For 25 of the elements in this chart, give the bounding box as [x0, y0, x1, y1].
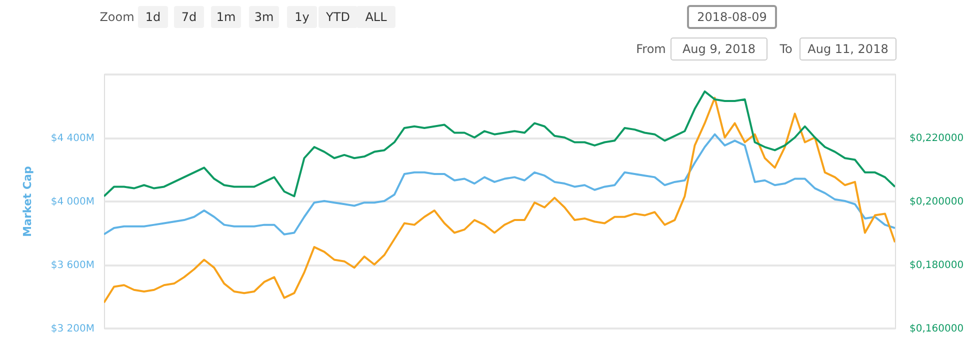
text: To [778, 42, 792, 56]
y2-tick-label: $0,220000 [910, 133, 964, 144]
text: Aug 11, 2018 [808, 42, 888, 56]
text: Aug 9, 2018 [682, 42, 756, 56]
text: Zoom [100, 10, 134, 24]
text: 3m [254, 10, 274, 24]
y-tick-label: $4 400M [50, 133, 94, 144]
text: YTD [325, 10, 350, 24]
text: ALL [365, 10, 388, 24]
y-tick-label: $3 600M [50, 260, 94, 271]
y-tick-label: $4 000M [50, 196, 94, 208]
text: 1m [216, 10, 236, 24]
text: 2018-08-09 [697, 10, 767, 24]
text: 1d [145, 10, 161, 24]
line-series [104, 133, 895, 236]
y-tick-label: $3 200M [50, 324, 94, 334]
y-axis-title: Market Cap [20, 166, 34, 237]
y2-tick-label: $0,180000 [910, 260, 964, 271]
text: From [636, 42, 666, 56]
line-series [104, 90, 895, 198]
text: 7d [181, 10, 197, 24]
y2-tick-label: $0,160000 [910, 324, 964, 334]
text: 1y [294, 10, 310, 24]
line-series [104, 96, 895, 304]
y2-tick-label: $0,200000 [910, 196, 964, 208]
